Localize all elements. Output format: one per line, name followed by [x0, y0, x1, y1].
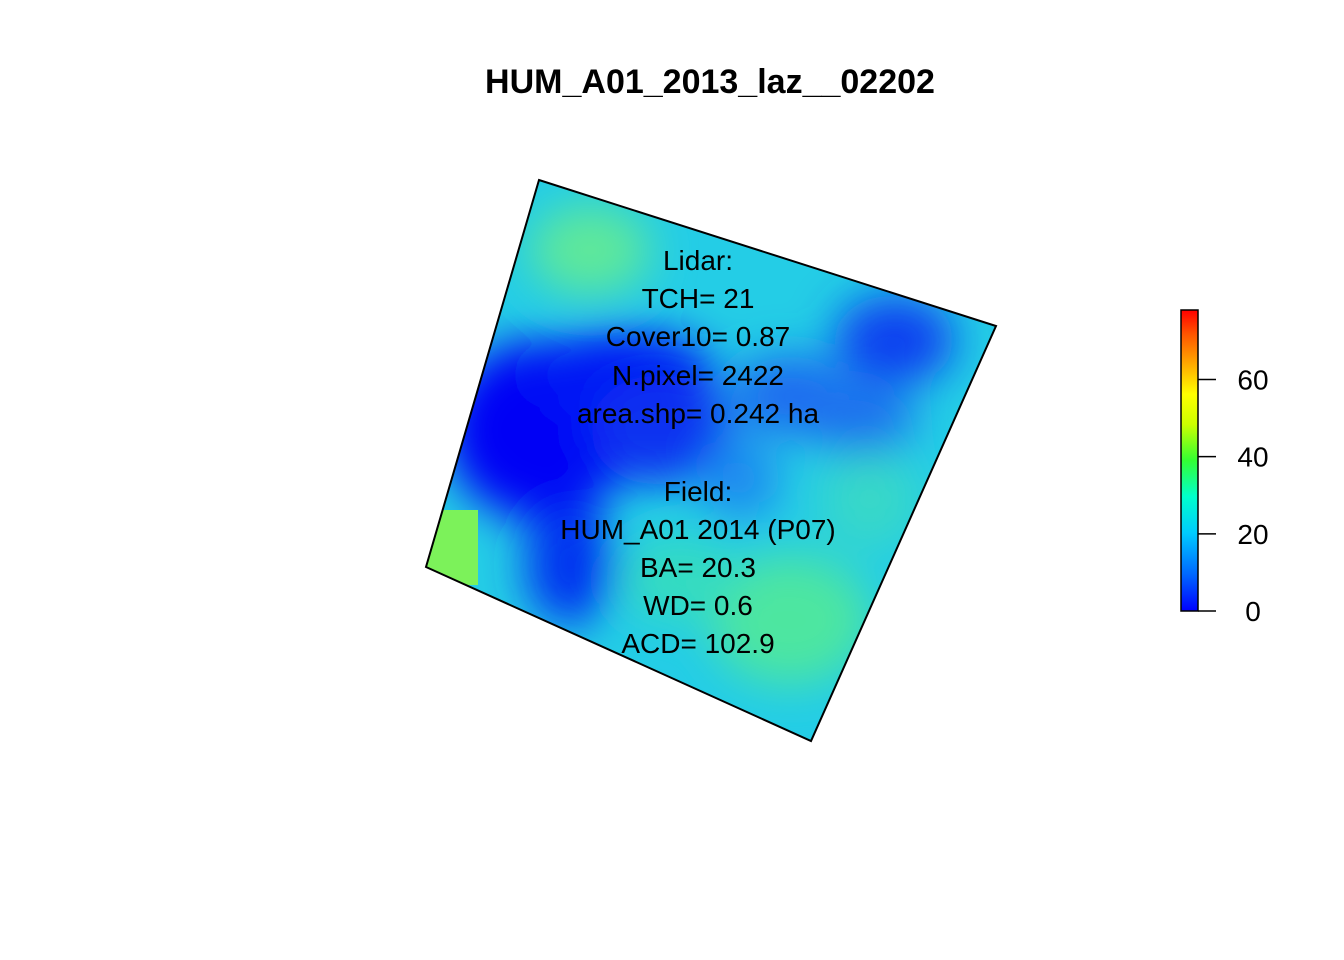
raster-low-patch [835, 295, 955, 385]
field-ba: BA= 20.3 [640, 552, 756, 583]
raster-low-patch [590, 375, 730, 485]
map-title: HUM_A01_2013_laz__02202 [485, 63, 935, 101]
legend-tick-label: 40 [1237, 442, 1268, 473]
lidar-tch: TCH= 21 [642, 283, 755, 314]
field-annotation: Field: HUM_A01 2014 (P07) BA= 20.3 WD= 0… [560, 476, 835, 659]
raster-high-patch [426, 510, 478, 585]
legend-tick-label: 60 [1237, 364, 1268, 395]
legend-tick-label: 0 [1245, 596, 1261, 627]
lidar-heading: Lidar: [663, 245, 733, 276]
legend-tick-label: 20 [1237, 519, 1268, 550]
raster-high-patch [710, 555, 870, 685]
legend-ticks: 0 20 40 60 [1198, 364, 1269, 627]
raster-low-patch [805, 385, 915, 455]
color-legend: 0 20 40 60 [1180, 309, 1269, 627]
field-plot: HUM_A01 2014 (P07) [560, 514, 835, 545]
plot-boundary [424, 178, 998, 743]
raster-high-patch [620, 540, 740, 620]
lidar-cover10: Cover10= 0.87 [606, 321, 790, 352]
legend-colorbar [1180, 309, 1199, 612]
lidar-npixel: N.pixel= 2422 [612, 360, 784, 391]
raster-low-patch [525, 505, 615, 625]
raster-high-patch [820, 450, 920, 550]
field-acd: ACD= 102.9 [621, 628, 774, 659]
raster-low-patch [700, 440, 780, 520]
field-wd: WD= 0.6 [643, 590, 753, 621]
lidar-annotation: Lidar: TCH= 21 Cover10= 0.87 N.pixel= 24… [577, 245, 820, 429]
raster-high-patch [530, 205, 650, 295]
field-heading: Field: [664, 476, 732, 507]
lidar-area: area.shp= 0.242 ha [577, 398, 820, 429]
